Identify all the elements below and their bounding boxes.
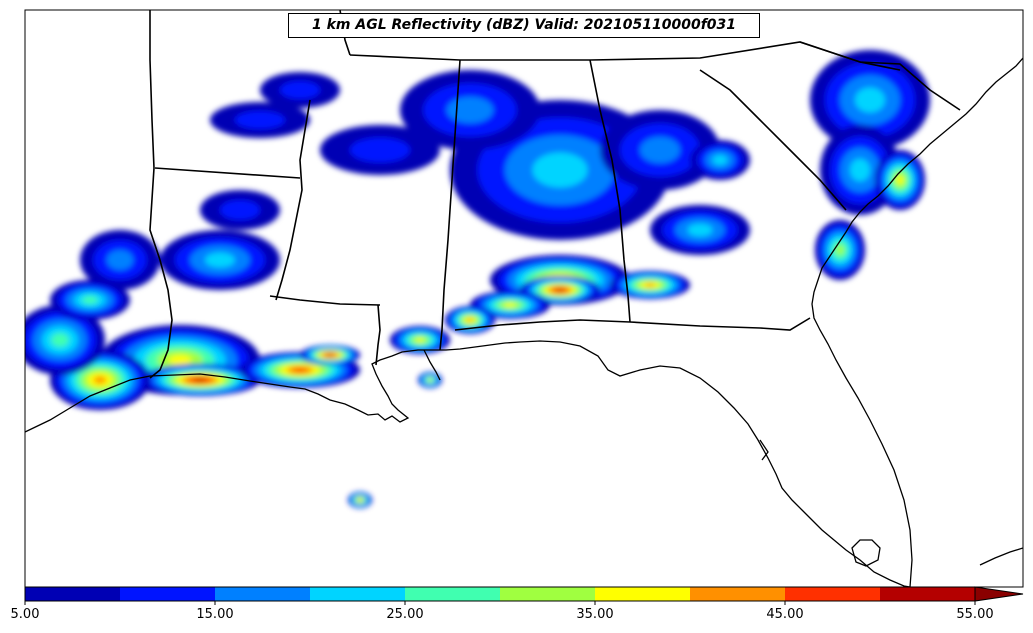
border-nc-sc <box>799 41 961 111</box>
reflectivity-contour <box>687 223 713 237</box>
reflectivity-contour <box>415 338 425 342</box>
colorbar-bin <box>690 587 785 601</box>
reflectivity-contour <box>466 318 474 322</box>
reflectivity-contour <box>428 378 432 382</box>
reflectivity-contour <box>358 499 362 501</box>
border-louisiana-mississippi <box>375 304 381 366</box>
colorbar <box>24 586 1024 605</box>
pamlico-outer-banks <box>979 547 1023 566</box>
reflectivity-contour <box>446 96 494 124</box>
colorbar-tick-label: 45.00 <box>766 607 804 622</box>
reflectivity-contour <box>504 303 516 307</box>
atlantic-coastline <box>811 57 1023 587</box>
colorbar-extend-arrow <box>974 586 1024 602</box>
border-oklahoma-arkansas <box>154 167 301 179</box>
reflectivity-contour <box>280 81 320 99</box>
colorbar-bin <box>785 587 880 601</box>
reflectivity-contour <box>712 155 728 165</box>
map-title: 1 km AGL Reflectivity (dBZ) Valid: 20210… <box>288 13 760 38</box>
gulf-coastline <box>25 340 911 587</box>
reflectivity-contour <box>532 152 588 188</box>
reflectivity-contour <box>350 137 410 163</box>
colorbar-bin <box>500 587 595 601</box>
mobile-bay <box>423 349 441 381</box>
reflectivity-contour <box>51 333 69 347</box>
colorbar-bin <box>25 587 120 601</box>
reflectivity-contour <box>82 296 98 304</box>
reflectivity-contour <box>835 245 845 255</box>
border-alabama-florida <box>454 319 631 331</box>
reflectivity-contour <box>850 158 870 182</box>
colorbar-tick-label: 25.00 <box>386 607 424 622</box>
reflectivity-contour <box>640 136 680 164</box>
colorbar-bin <box>595 587 690 601</box>
colorbar-tick-label: 15.00 <box>196 607 234 622</box>
border-texas-louisiana <box>149 10 173 379</box>
colorbar-tick-label: 35.00 <box>576 607 614 622</box>
reflectivity-contour <box>896 175 904 185</box>
colorbar-frame <box>24 586 976 602</box>
colorbar-bin <box>405 587 500 601</box>
reflectivity-contour <box>556 288 564 292</box>
tampa-bay <box>759 439 769 461</box>
reflectivity-contour <box>645 283 655 287</box>
reflectivity-contour <box>327 354 333 356</box>
reflectivity-field <box>25 50 930 508</box>
border-georgia-carolinas <box>699 69 847 211</box>
border-mississippi-alabama <box>439 59 461 351</box>
border-georgia-florida <box>629 317 811 331</box>
reflectivity-contour <box>235 111 285 129</box>
reflectivity-contour <box>93 376 107 384</box>
reflectivity-contour <box>194 378 206 382</box>
reflectivity-contour <box>168 355 192 365</box>
lake-okeechobee <box>851 539 881 567</box>
coastlines <box>25 57 1023 587</box>
reflectivity-contour <box>205 252 235 268</box>
colorbar-bin <box>310 587 405 601</box>
colorbar-bin <box>880 587 975 601</box>
colorbar-bin <box>215 587 310 601</box>
reflectivity-contour <box>106 250 134 270</box>
reflectivity-contour <box>220 200 260 220</box>
colorbar-tick-label: 55.00 <box>956 607 994 622</box>
colorbar-tick-label: 5.00 <box>10 607 40 622</box>
colorbar-bin <box>120 587 215 601</box>
reflectivity-contour <box>293 368 307 372</box>
state-borders <box>149 10 961 379</box>
border-arkansas-louisiana <box>269 295 381 306</box>
reflectivity-contour <box>855 87 885 113</box>
border-alabama-georgia <box>589 59 631 323</box>
border-mississippi-river <box>275 99 311 301</box>
